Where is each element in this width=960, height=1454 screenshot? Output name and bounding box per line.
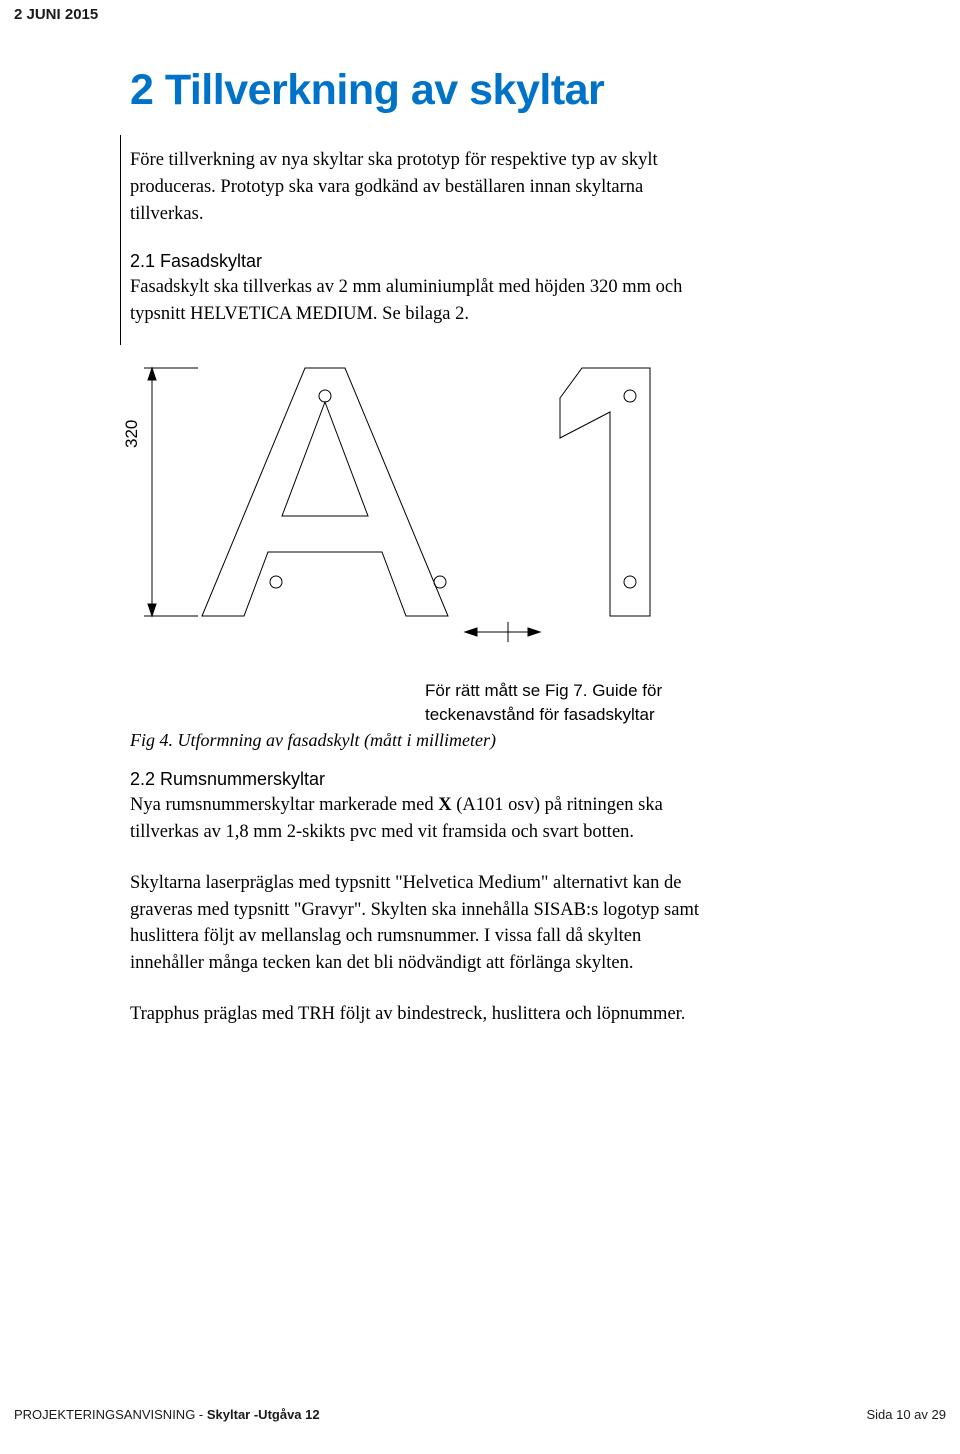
p1-a: Nya rumsnummerskyltar markerade med — [130, 795, 438, 815]
section-2-1-body: Fasadskylt ska tillverkas av 2 mm alumin… — [130, 274, 700, 328]
figure-note: För rätt mått se Fig 7. Guide för tecken… — [425, 679, 705, 727]
intro-paragraph: Före tillverkning av nya skyltar ska pro… — [130, 147, 690, 227]
page-footer: PROJEKTERINGSANVISNING - Skyltar -Utgåva… — [14, 1407, 946, 1422]
footer-left: PROJEKTERINGSANVISNING - Skyltar -Utgåva… — [14, 1407, 320, 1422]
section-2-2-p1: Nya rumsnummerskyltar markerade med X (A… — [130, 792, 700, 846]
header-date: 2 JUNI 2015 — [14, 6, 98, 23]
p1-bold-x: X — [438, 795, 451, 815]
footer-right: Sida 10 av 29 — [866, 1407, 946, 1422]
figure-4: 320 — [130, 352, 770, 712]
page: 2 JUNI 2015 2 Tillverkning av skyltar Fö… — [0, 0, 960, 1454]
section-2-2-heading: 2.2 Rumsnummerskyltar — [130, 769, 830, 790]
footer-left-b: Skyltar -Utgåva 12 — [207, 1407, 320, 1422]
section-2-2-p3: Trapphus präglas med TRH följt av bindes… — [130, 1001, 700, 1028]
section-2-1-heading: 2.1 Fasadskyltar — [130, 251, 830, 272]
dimension-label-320: 320 — [122, 420, 142, 448]
page-title: 2 Tillverkning av skyltar — [130, 66, 830, 115]
section-2-2-p2: Skyltarna laserpräglas med typsnitt "Hel… — [130, 870, 700, 977]
footer-left-a: PROJEKTERINGSANVISNING - — [14, 1407, 207, 1422]
figure-4-caption: Fig 4. Utformning av fasadskylt (mått i … — [130, 730, 830, 751]
main-content: 2 Tillverkning av skyltar Före tillverkn… — [130, 66, 830, 1052]
fasadskylt-drawing — [130, 352, 770, 672]
vertical-rule — [120, 135, 121, 345]
